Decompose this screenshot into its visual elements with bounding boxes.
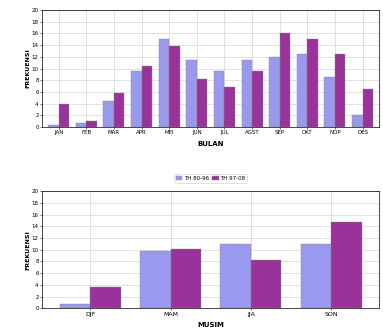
Bar — [331, 222, 362, 308]
Bar — [140, 251, 170, 308]
Bar — [60, 304, 90, 308]
X-axis label: MUSIM: MUSIM — [197, 322, 224, 328]
Bar — [214, 71, 224, 127]
Bar — [301, 244, 331, 308]
Bar — [197, 79, 207, 127]
Text: a): a) — [206, 191, 215, 200]
Bar — [307, 39, 318, 127]
Bar — [324, 77, 335, 127]
Bar — [159, 39, 169, 127]
Bar — [76, 123, 86, 127]
Bar — [170, 249, 201, 308]
Bar — [251, 260, 281, 308]
Bar — [86, 121, 97, 127]
Bar — [59, 104, 69, 127]
X-axis label: BULAN: BULAN — [197, 141, 224, 147]
Bar — [48, 125, 59, 127]
Bar — [90, 286, 121, 308]
Bar — [252, 71, 263, 127]
Legend: TH 80-96, TH 97-08: TH 80-96, TH 97-08 — [174, 174, 247, 183]
Bar — [269, 57, 280, 127]
Y-axis label: FREKUENSI: FREKUENSI — [25, 230, 30, 270]
Bar — [220, 244, 251, 308]
Bar — [224, 87, 235, 127]
Bar — [131, 71, 142, 127]
Bar — [169, 46, 180, 127]
Y-axis label: FREKUENSI: FREKUENSI — [25, 49, 30, 88]
Bar — [297, 54, 307, 127]
Bar — [280, 34, 290, 127]
Bar — [363, 89, 373, 127]
Bar — [335, 54, 345, 127]
Bar — [352, 115, 363, 127]
Bar — [187, 60, 197, 127]
Bar — [242, 60, 252, 127]
Bar — [103, 100, 114, 127]
Bar — [142, 66, 152, 127]
Bar — [114, 93, 124, 127]
